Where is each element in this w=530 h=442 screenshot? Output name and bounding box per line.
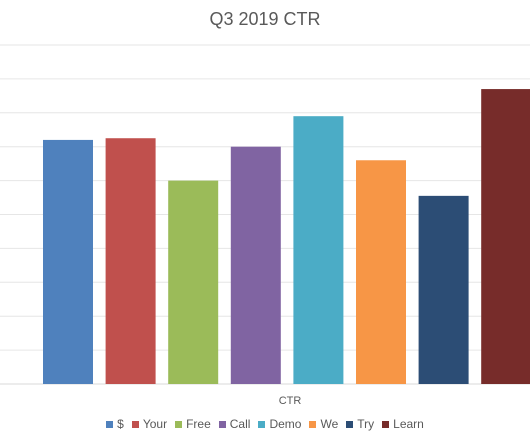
bar-your bbox=[105, 138, 156, 384]
legend-item-demo: Demo bbox=[258, 417, 301, 431]
chart-title: Q3 2019 CTR bbox=[209, 9, 321, 29]
legend-label: We bbox=[320, 417, 339, 431]
legend-swatch bbox=[131, 420, 139, 428]
bar-dollar bbox=[43, 139, 93, 384]
legend-item-we: We bbox=[309, 417, 338, 431]
legend-swatch bbox=[218, 420, 226, 428]
legend-label: Your bbox=[142, 417, 168, 431]
legend-item-your: Your bbox=[131, 417, 168, 431]
legend-swatch bbox=[346, 420, 354, 428]
legend-item-call: Call bbox=[218, 417, 251, 431]
legend-item-dollar: $ bbox=[106, 417, 124, 431]
legend-label: $ bbox=[117, 417, 124, 431]
legend-item-free: Free bbox=[175, 417, 211, 431]
bar-free bbox=[168, 180, 219, 384]
legend-label: Demo bbox=[269, 417, 302, 431]
bar-demo bbox=[293, 116, 344, 384]
legend-label: Call bbox=[229, 417, 251, 431]
legend-swatch bbox=[106, 420, 114, 428]
legend-item-learn: Learn bbox=[382, 417, 424, 431]
legend-item-try: Try bbox=[346, 417, 374, 431]
bar-learn bbox=[481, 89, 530, 384]
legend: $ Your Free Call Demo We Try Learn bbox=[0, 417, 530, 431]
x-axis-label: CTR bbox=[279, 395, 302, 407]
legend-swatch bbox=[175, 420, 183, 428]
legend-label: Learn bbox=[393, 417, 424, 431]
bar-call bbox=[230, 146, 281, 384]
legend-label: Try bbox=[357, 417, 375, 431]
legend-label: Free bbox=[186, 417, 211, 431]
legend-swatch bbox=[382, 420, 390, 428]
bars bbox=[43, 89, 530, 384]
bar-try bbox=[418, 195, 469, 384]
legend-swatch bbox=[309, 420, 317, 428]
bar-we bbox=[356, 160, 406, 384]
legend-swatch bbox=[258, 420, 266, 428]
